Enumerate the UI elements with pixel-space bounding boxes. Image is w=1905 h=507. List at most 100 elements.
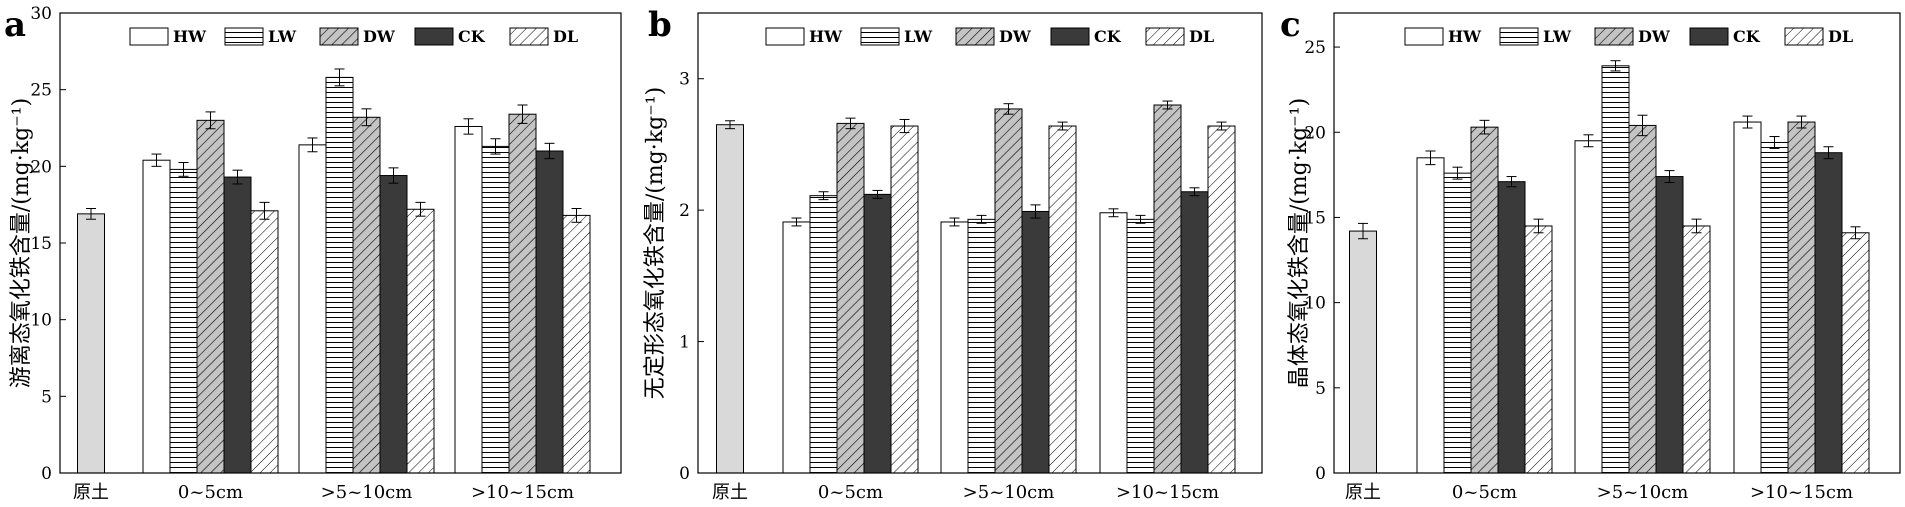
x-category-label: >10~15cm — [471, 482, 574, 503]
legend-label: LW — [1543, 27, 1572, 46]
y-tick-label: 20 — [1304, 123, 1326, 143]
legend-item: LW — [224, 27, 297, 46]
panel-letter: b — [648, 5, 672, 45]
bar-lw — [1760, 141, 1789, 474]
x-category-label: >10~15cm — [1116, 482, 1219, 503]
error-bar — [463, 118, 474, 135]
bars — [716, 100, 1236, 474]
x-category-label: >5~10cm — [321, 482, 413, 503]
legend-item: HW — [765, 27, 843, 46]
error-bar — [544, 142, 555, 160]
legend-label: DW — [363, 27, 396, 46]
error-bar — [1796, 115, 1807, 129]
y-axis-label: 晶体态氧化铁含量/(mg·kg⁻¹) — [1287, 98, 1312, 388]
bar-ck — [1021, 210, 1050, 474]
y-tick-label: 25 — [30, 81, 52, 101]
legend-swatch — [860, 27, 900, 46]
x-category-label: 原土 — [1345, 482, 1381, 503]
bar-lw — [967, 218, 996, 474]
error-bar — [845, 117, 856, 130]
legend-label: HW — [1448, 27, 1482, 46]
legend-label: DL — [553, 27, 578, 46]
bar-dl — [1207, 125, 1236, 474]
legend-item: DL — [1145, 27, 1214, 46]
error-bar — [1637, 114, 1648, 137]
bar-ck — [1180, 191, 1209, 474]
error-bar — [151, 153, 162, 167]
error-bar — [1162, 100, 1173, 110]
bar-lw — [809, 195, 838, 474]
error-bar — [232, 169, 243, 185]
bar-hw — [1733, 121, 1762, 474]
bar-hw — [782, 221, 811, 474]
bar-hw — [1416, 157, 1445, 474]
y-axis-label: 游离态氧化铁含量/(mg·kg⁻¹) — [9, 98, 34, 388]
legend-swatch — [129, 27, 169, 46]
legend-swatch — [1499, 27, 1539, 46]
error-bar — [1479, 119, 1490, 135]
x-category-label: 0~5cm — [178, 482, 243, 503]
legend-item: CK — [1689, 27, 1761, 46]
error-bar — [334, 68, 345, 87]
error-bar — [1452, 166, 1463, 180]
bar-lw — [481, 145, 510, 474]
legend-item: CK — [414, 27, 486, 46]
bar-dw — [352, 116, 381, 474]
bar-dw — [1787, 121, 1816, 474]
legend-swatch — [955, 27, 995, 46]
legend-label: CK — [1733, 27, 1761, 46]
legend-swatch — [1404, 27, 1444, 46]
legend-item: LW — [860, 27, 933, 46]
legend-item: DW — [1594, 27, 1671, 46]
error-bar — [86, 208, 96, 220]
error-bar — [1691, 218, 1702, 234]
plot-frame — [59, 12, 622, 474]
bar-baseline — [77, 213, 105, 474]
legend-swatch — [319, 27, 359, 46]
legend-label: DW — [1638, 27, 1671, 46]
bars — [1349, 60, 1870, 474]
error-bar — [1506, 176, 1517, 188]
error-bar — [517, 104, 528, 124]
legend-swatch — [224, 27, 264, 46]
error-bar — [1850, 226, 1861, 240]
error-bar — [791, 217, 802, 227]
bar-ck — [1655, 176, 1684, 474]
legend-item: LW — [1499, 27, 1572, 46]
error-bar — [205, 111, 216, 130]
panel-letter: a — [4, 5, 26, 45]
bar-dl — [1048, 125, 1077, 474]
error-bar — [1135, 214, 1146, 224]
legend-label: DW — [999, 27, 1032, 46]
y-tick-label: 5 — [41, 387, 52, 407]
y-tick-label: 0 — [41, 464, 52, 484]
error-bar — [725, 120, 735, 130]
bar-hw — [142, 159, 171, 474]
legend-label: HW — [809, 27, 843, 46]
legend-swatch — [1784, 27, 1824, 46]
bar-dw — [1470, 126, 1499, 474]
x-category-label: >5~10cm — [963, 482, 1055, 503]
legend-item: DL — [1784, 27, 1853, 46]
legend: HW LW DW CK DL — [1404, 27, 1853, 46]
legend-swatch — [1594, 27, 1634, 46]
error-bar — [1823, 146, 1834, 160]
error-bar — [1216, 121, 1227, 131]
y-tick-label: 3 — [679, 70, 690, 90]
bar-lw — [1601, 65, 1630, 474]
bar-dl — [562, 214, 591, 474]
legend-swatch — [1145, 27, 1185, 46]
bar-dw — [1628, 124, 1657, 474]
bar-dl — [1682, 225, 1711, 474]
legend-label: HW — [173, 27, 207, 46]
error-bar — [872, 189, 883, 199]
error-bar — [976, 214, 987, 224]
x-category-label: 原土 — [73, 482, 109, 503]
error-bar — [1769, 136, 1780, 149]
bar-dl — [250, 210, 279, 474]
legend-item: DW — [319, 27, 396, 46]
bars — [77, 68, 591, 474]
error-bar — [949, 217, 960, 227]
